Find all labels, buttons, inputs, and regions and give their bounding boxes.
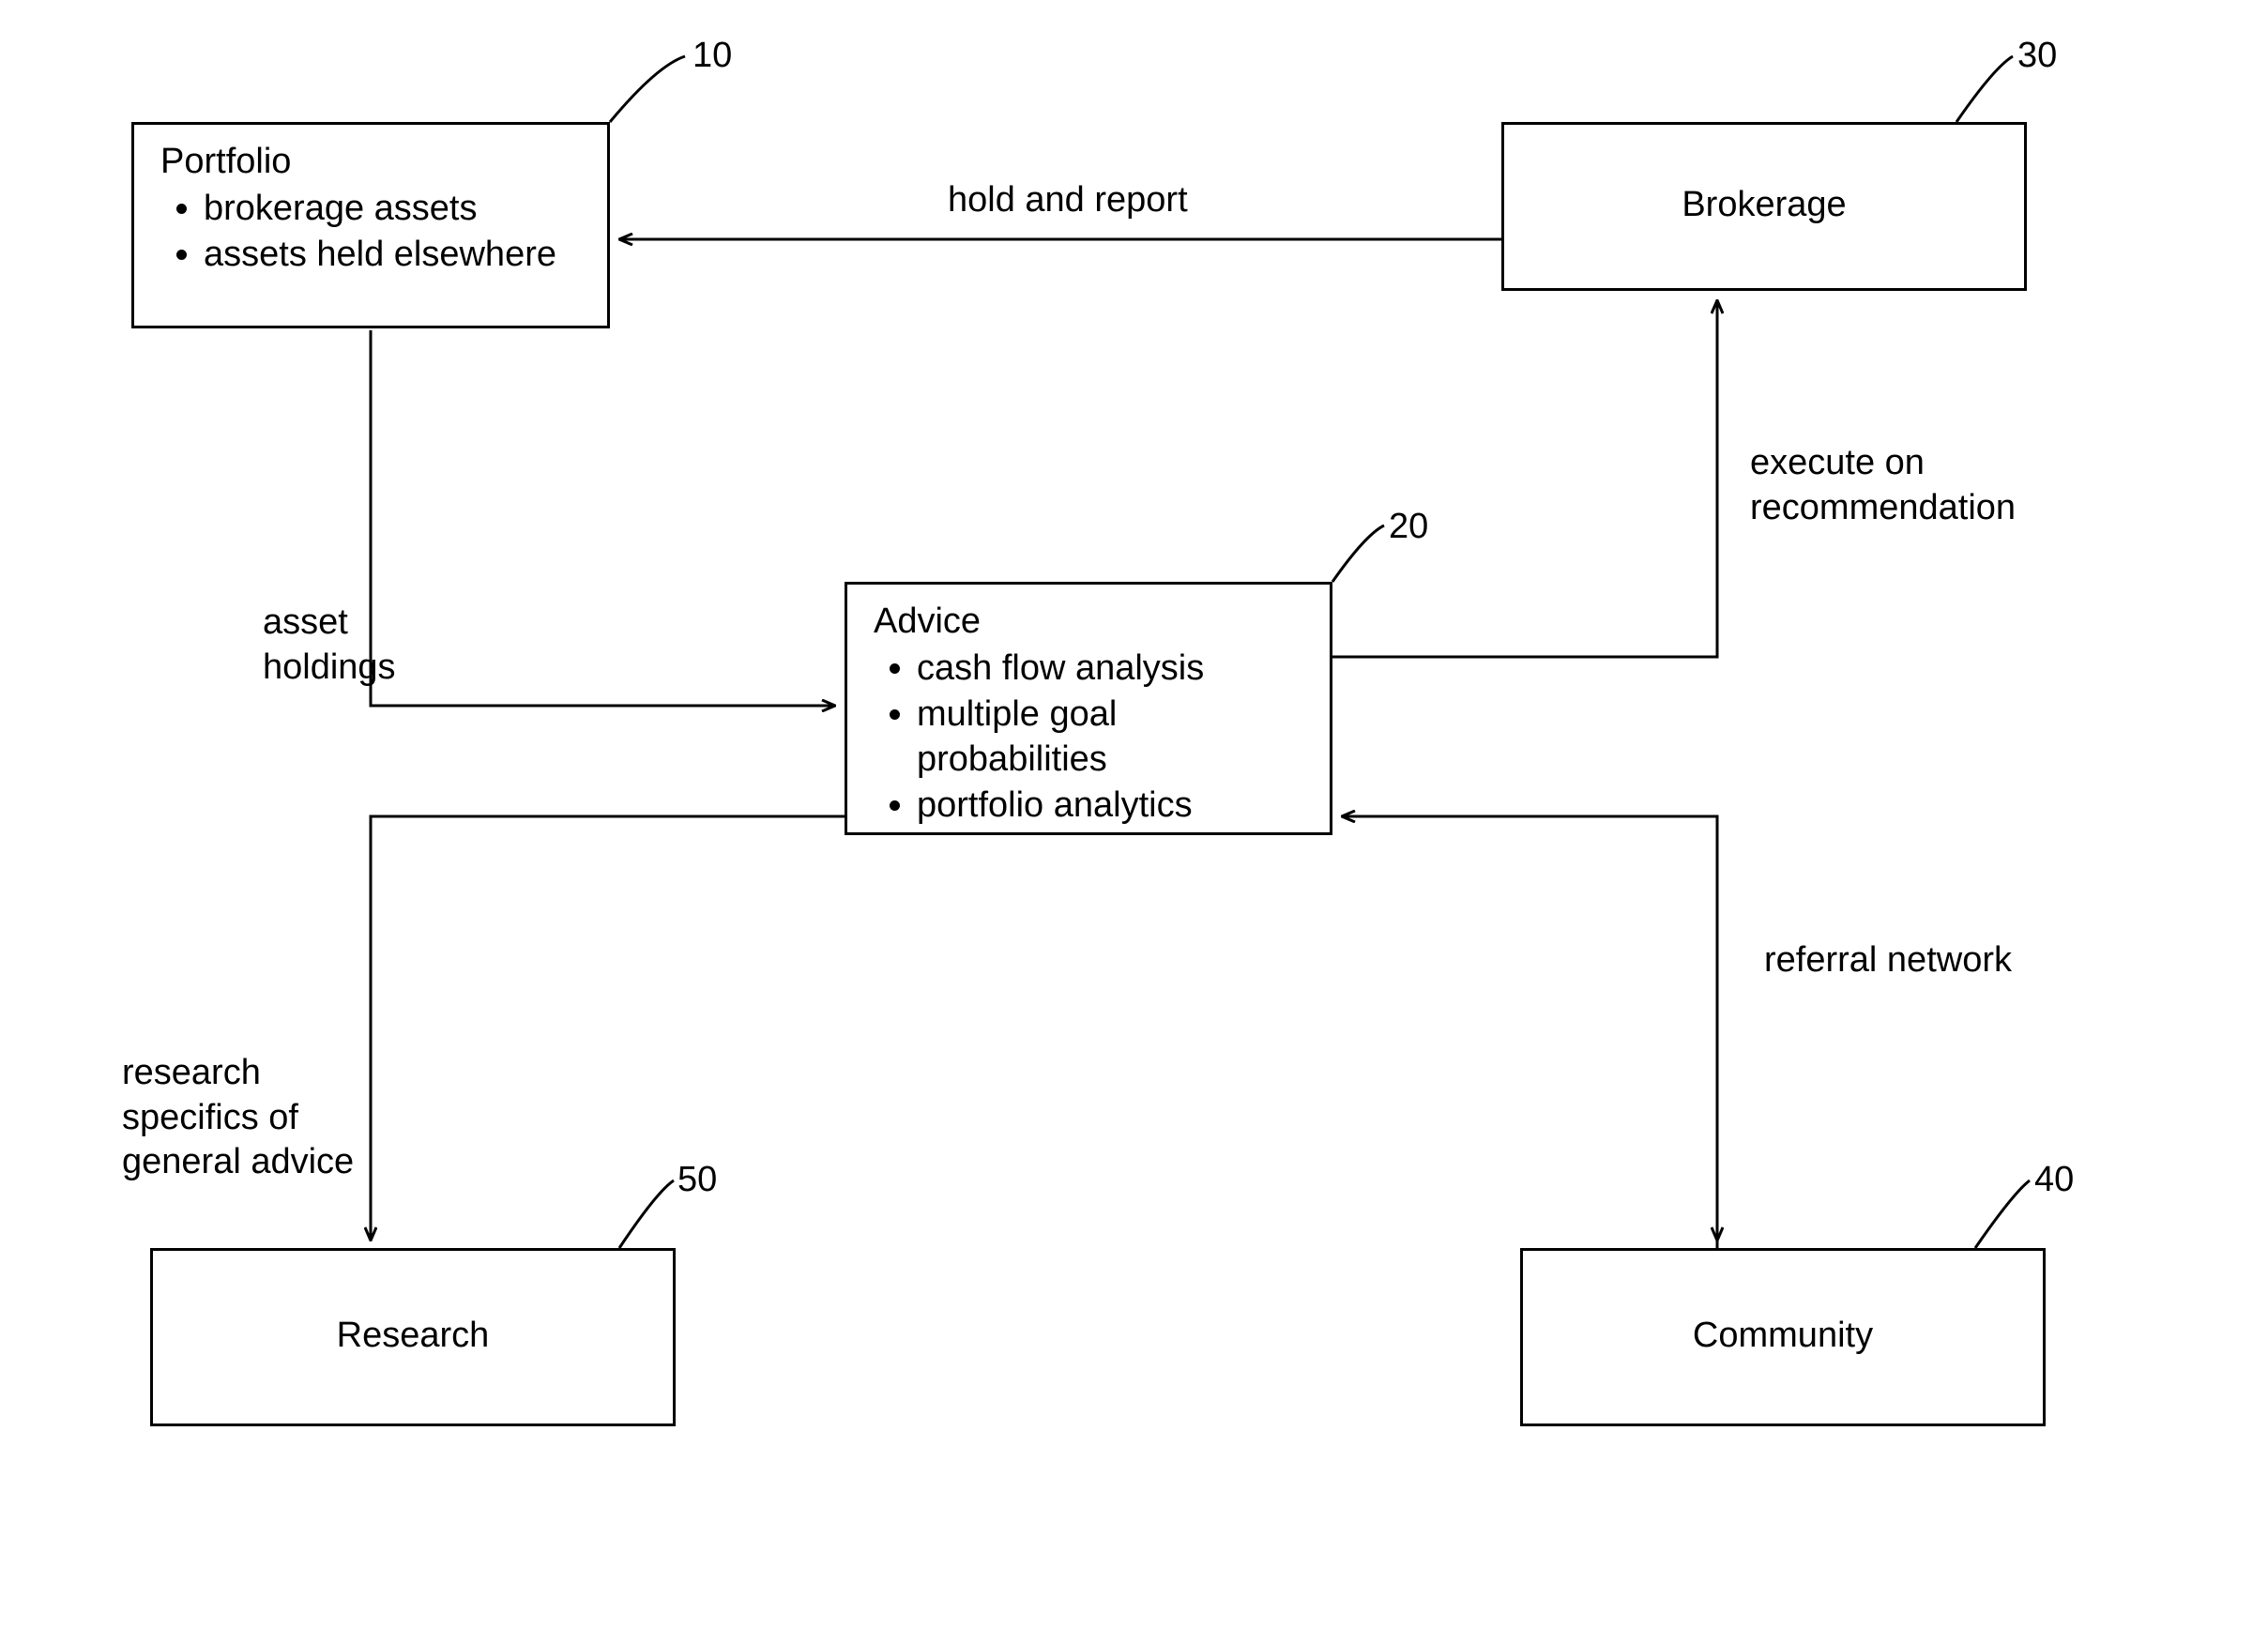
- node-research: Research: [150, 1248, 676, 1426]
- node-brokerage: Brokerage: [1501, 122, 2027, 291]
- edge-label-asset-holdings: asset holdings: [263, 601, 396, 690]
- edge-label-line: research: [122, 1053, 261, 1092]
- edge-label-line: holdings: [263, 647, 396, 687]
- node-research-title: Research: [179, 1316, 647, 1356]
- diagram-canvas: Portfolio brokerage assets assets held e…: [0, 0, 2268, 1629]
- node-community: Community: [1520, 1248, 2046, 1426]
- node-portfolio: Portfolio brokerage assets assets held e…: [131, 122, 610, 328]
- edge-label-hold-and-report: hold and report: [948, 178, 1188, 223]
- node-advice-title: Advice: [874, 601, 1303, 642]
- list-item: assets held elsewhere: [204, 232, 581, 278]
- edge-label-research-specifics: research specifics of general advice: [122, 1051, 354, 1185]
- list-item: multiple goal probabilities: [917, 692, 1303, 783]
- node-advice: Advice cash flow analysis multiple goal …: [845, 582, 1332, 835]
- list-item: brokerage assets: [204, 186, 581, 232]
- ref-label-advice: 20: [1389, 507, 1428, 547]
- ref-label-portfolio: 10: [693, 36, 732, 76]
- node-brokerage-title: Brokerage: [1530, 185, 1998, 225]
- ref-label-community: 40: [2034, 1160, 2074, 1200]
- edge-label-line: asset: [263, 602, 348, 642]
- edge-label-execute: execute on recommendation: [1750, 441, 2016, 530]
- node-portfolio-items: brokerage assets assets held elsewhere: [204, 186, 581, 277]
- edge-label-line: recommendation: [1750, 488, 2016, 527]
- list-item: portfolio analytics: [917, 783, 1303, 829]
- ref-label-research: 50: [677, 1160, 717, 1200]
- node-advice-items: cash flow analysis multiple goal probabi…: [917, 646, 1303, 829]
- list-item: cash flow analysis: [917, 646, 1303, 692]
- ref-label-brokerage: 30: [2017, 36, 2057, 76]
- node-portfolio-title: Portfolio: [160, 142, 581, 182]
- edge-label-line: general advice: [122, 1142, 354, 1181]
- edge-label-line: execute on: [1750, 443, 1925, 482]
- edge-label-line: specifics of: [122, 1098, 298, 1137]
- node-community-title: Community: [1549, 1316, 2017, 1356]
- edge-label-referral: referral network: [1764, 938, 2012, 983]
